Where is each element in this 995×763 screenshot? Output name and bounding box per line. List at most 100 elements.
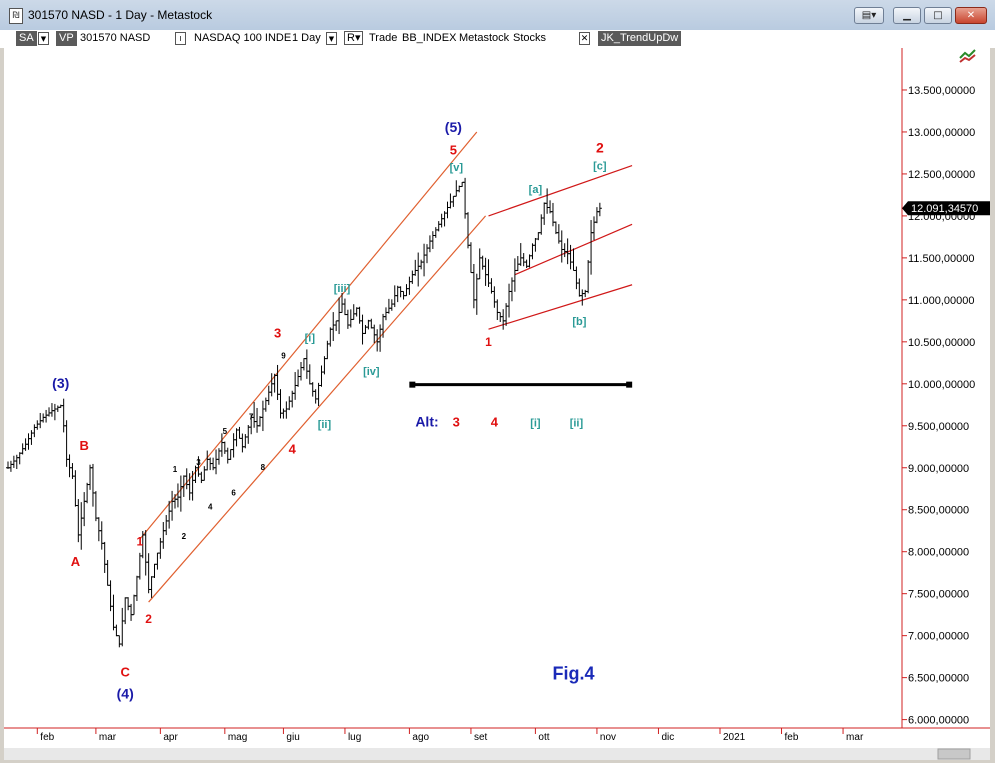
window-title: 301570 NASD - 1 Day - Metastock [28, 8, 213, 22]
wave-label: (5) [445, 119, 462, 135]
wave-label: [b] [572, 316, 586, 328]
y-tick-label: 11.000,00000 [908, 295, 974, 307]
y-tick-label: 6.500,00000 [908, 673, 969, 685]
chart-tools-icon[interactable]: ▤▾ [854, 7, 884, 24]
close-expert-icon[interactable]: ✕ [579, 32, 590, 45]
y-tick-label: 13.500,00000 [908, 85, 975, 97]
indicator-label[interactable]: BB_INDEX [402, 32, 457, 44]
wave-label: 9 [281, 351, 286, 360]
wave-label: 2 [182, 532, 187, 541]
alt-wave-label: [i] [530, 418, 541, 430]
y-tick-label: 10.000,00000 [908, 379, 975, 391]
wave-label: [v] [450, 162, 464, 174]
wave-label: A [71, 554, 81, 569]
wave-label: 1 [485, 335, 492, 349]
alt-wave-label: 3 [453, 415, 460, 430]
y-axis-panel [902, 48, 990, 728]
x-tick-label: set [474, 732, 488, 743]
wave-label: 7 [249, 413, 254, 422]
horizontal-scrollbar[interactable] [4, 748, 990, 760]
y-tick-label: 13.000,00000 [908, 127, 975, 139]
stocks-label: Stocks [513, 32, 547, 44]
wave-label: (4) [117, 685, 134, 701]
x-tick-label: feb [785, 732, 799, 743]
x-tick-label: ago [412, 732, 429, 743]
chart-tools-icon[interactable] [959, 49, 976, 63]
y-tick-label: 11.500,00000 [908, 253, 974, 265]
channel-line [488, 164, 633, 217]
channel-line [488, 284, 633, 330]
close-icon[interactable]: ✕ [955, 7, 987, 24]
maximize-icon[interactable]: □ [924, 7, 952, 24]
wave-label: 2 [145, 612, 152, 626]
y-tick-label: 7.000,00000 [908, 631, 969, 643]
y-tick-label: 9.000,00000 [908, 463, 969, 475]
minimize-icon[interactable]: ▁ [893, 7, 921, 24]
y-tick-label: 8.000,00000 [908, 547, 969, 559]
wave-label: [iv] [363, 366, 380, 378]
wave-label: 1 [137, 535, 144, 549]
alt-wave-label: 4 [491, 415, 499, 430]
channel-line [148, 215, 487, 603]
r-dropdown-icon[interactable]: R▾ [344, 31, 364, 45]
x-tick-label: mar [846, 732, 864, 743]
y-tick-label: 7.500,00000 [908, 589, 969, 601]
y-tick-label: 10.500,00000 [908, 337, 975, 349]
period-dropdown-icon[interactable]: ▼ [326, 32, 337, 45]
ohlc-bar [597, 202, 602, 217]
wave-label: 2 [596, 140, 604, 156]
wave-label: [i] [305, 333, 316, 345]
last-price-label: 12.091,34570 [911, 203, 978, 215]
app-label: Metastock [459, 32, 510, 44]
chart-toolbar: SA ▼ VP 301570 NASD I NASDAQ 100 INDE 1 … [0, 30, 995, 48]
wave-label: 5 [223, 427, 228, 436]
alt-line-start-marker [409, 381, 416, 388]
scroll-thumb[interactable] [937, 748, 971, 760]
x-axis-panel [4, 728, 990, 748]
y-tick-label: 8.500,00000 [908, 505, 969, 517]
x-tick-label: nov [600, 732, 616, 743]
sa-button[interactable]: SA [16, 31, 37, 46]
wave-label: B [79, 438, 88, 453]
wave-label: C [121, 665, 131, 680]
x-tick-label: feb [40, 732, 54, 743]
figure-label: Fig.4 [552, 663, 594, 683]
wave-label: 8 [261, 463, 266, 472]
wave-label: 4 [208, 503, 213, 512]
wave-label: 4 [289, 441, 297, 456]
period-label[interactable]: 1 Day [292, 32, 321, 44]
wave-label: (3) [52, 375, 69, 391]
info-dropdown-icon[interactable]: I [175, 32, 186, 45]
wave-label: 3 [274, 325, 281, 340]
x-tick-label: giu [286, 732, 299, 743]
alt-wave-label: [ii] [570, 418, 584, 430]
wave-label: 6 [231, 488, 236, 497]
trade-label[interactable]: Trade [369, 32, 398, 44]
wave-label: 1 [173, 465, 178, 474]
expert-advisor-label[interactable]: JK_TrendUpDw [598, 31, 682, 46]
wave-label: [a] [529, 184, 543, 196]
alt-line-end-marker [626, 381, 633, 388]
wave-label: [c] [593, 161, 607, 173]
last-price-tag [902, 201, 990, 216]
alt-wave-label: Alt: [415, 414, 438, 430]
price-chart[interactable]: 6.000,00000 6.500,00000 7.000,00000 7.500,0… [0, 48, 995, 763]
security-name: NASDAQ 100 INDE [194, 32, 292, 44]
wave-label: 3 [196, 458, 201, 467]
vp-button[interactable]: VP [56, 31, 77, 46]
x-tick-label: ott [538, 732, 549, 743]
metastock-icon[interactable]: ₪ [9, 8, 23, 24]
wave-label: [iii] [334, 283, 351, 295]
x-tick-label: mag [228, 732, 247, 743]
y-tick-label: 9.500,00000 [908, 421, 969, 433]
x-tick-label: dic [661, 732, 674, 743]
y-tick-label: 12.500,00000 [908, 169, 975, 181]
x-tick-label: mar [99, 732, 117, 743]
symbol-label[interactable]: 301570 NASD [80, 32, 151, 44]
title-bar[interactable]: ₪ 301570 NASD - 1 Day - Metastock ▤▾ ▁ □… [0, 0, 995, 31]
sa-dropdown-icon[interactable]: ▼ [38, 32, 49, 45]
wave-label: 5 [450, 142, 457, 157]
wave-label: [ii] [318, 419, 332, 431]
x-tick-label: lug [348, 732, 361, 743]
